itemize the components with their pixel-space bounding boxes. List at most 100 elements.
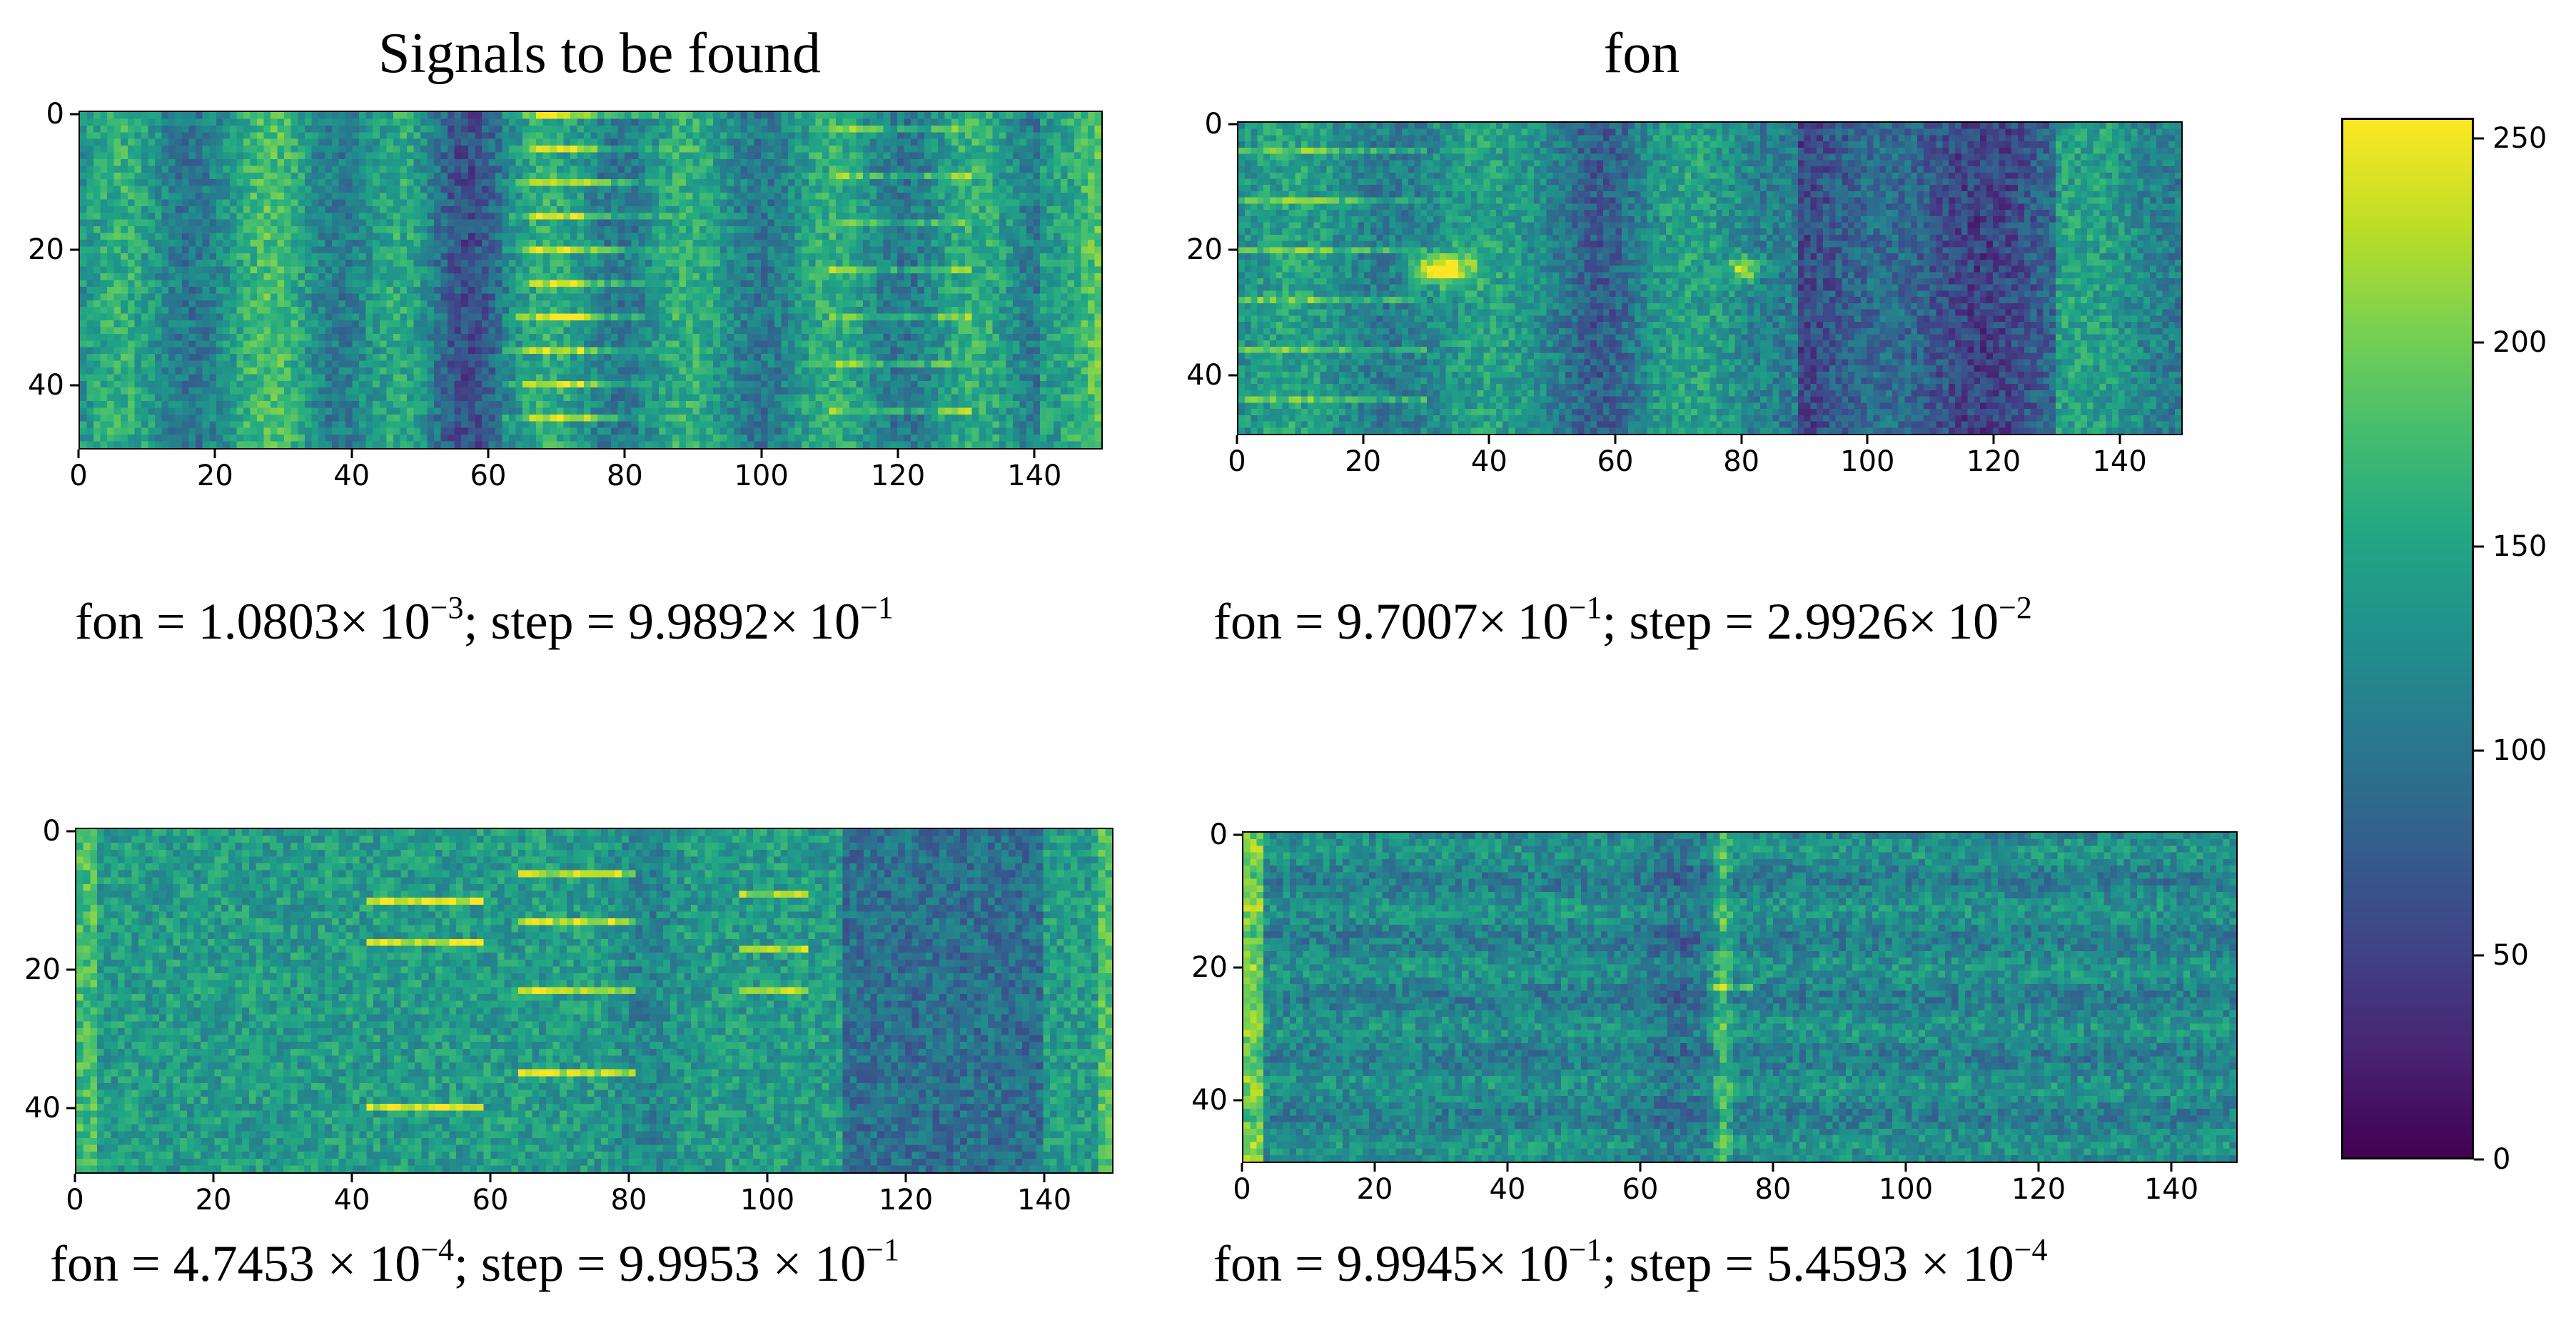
x-tick-mark	[1043, 1174, 1046, 1182]
x-tick-mark	[1373, 1163, 1376, 1172]
y-tick-label: 20	[1191, 950, 1228, 984]
y-tick-mark	[1228, 374, 1237, 377]
y-tick-mark	[70, 113, 79, 116]
y-tick-label: 20	[1186, 233, 1223, 267]
colorbar-tick-label: 0	[2492, 1143, 2511, 1176]
colorbar-gradient	[2343, 120, 2472, 1157]
y-tick-label: 40	[24, 1091, 61, 1125]
x-tick-mark	[627, 1174, 630, 1182]
x-tick-mark	[896, 450, 899, 458]
x-tick-label: 80	[610, 1184, 647, 1217]
x-tick-label: 120	[878, 1184, 934, 1217]
caption-fon-top: fon = 9.7007× 10−1; step = 2.9926× 10−2	[1213, 590, 2032, 650]
y-tick-mark	[1228, 123, 1237, 126]
x-tick-mark	[489, 1174, 492, 1182]
x-tick-mark	[623, 450, 626, 458]
x-tick-mark	[1241, 1163, 1243, 1172]
x-tick-mark	[2118, 435, 2121, 444]
x-tick-mark	[1740, 435, 1743, 444]
x-tick-label: 0	[69, 460, 88, 492]
y-tick-label: 0	[46, 97, 64, 131]
x-tick-label: 0	[66, 1184, 84, 1217]
y-tick-label: 0	[42, 814, 61, 848]
x-tick-mark	[212, 1174, 215, 1182]
heatmap-cells-fon-top	[1238, 123, 2181, 434]
x-tick-mark	[74, 1174, 76, 1182]
y-tick-label: 40	[1191, 1083, 1228, 1117]
x-tick-label: 20	[1345, 445, 1382, 478]
y-tick-mark	[66, 830, 75, 833]
y-tick-label: 20	[28, 233, 64, 266]
x-tick-label: 100	[1878, 1173, 1934, 1206]
colorbar-tick-label: 100	[2492, 734, 2547, 768]
x-tick-mark	[1236, 435, 1238, 444]
x-tick-label: 40	[333, 1184, 370, 1217]
x-tick-mark	[487, 450, 490, 458]
x-tick-mark	[1904, 1163, 1907, 1172]
colorbar-tick-label: 250	[2492, 121, 2547, 155]
x-tick-label: 60	[472, 1184, 509, 1217]
x-tick-mark	[1506, 1163, 1509, 1172]
x-tick-label: 140	[2092, 445, 2147, 478]
x-tick-mark	[1362, 435, 1365, 444]
x-tick-mark	[213, 450, 216, 458]
x-tick-mark	[350, 1174, 353, 1182]
title-fon: fon	[1603, 22, 1680, 85]
x-tick-label: 140	[2143, 1173, 2199, 1206]
x-tick-label: 20	[1356, 1173, 1393, 1206]
x-tick-label: 40	[1470, 445, 1507, 478]
x-tick-label: 60	[1597, 445, 1634, 478]
x-tick-label: 20	[195, 1184, 232, 1217]
y-tick-label: 20	[24, 953, 61, 986]
y-tick-mark	[1228, 248, 1237, 251]
x-tick-label: 140	[1016, 1184, 1072, 1217]
x-tick-label: 120	[870, 460, 926, 492]
y-tick-mark	[66, 968, 75, 971]
x-tick-label: 0	[1233, 1173, 1251, 1206]
x-tick-label: 80	[1754, 1173, 1792, 1206]
x-tick-mark	[77, 450, 80, 458]
colorbar-tick-mark	[2474, 341, 2484, 344]
x-tick-label: 100	[739, 1184, 795, 1217]
colorbar-tick-mark	[2474, 954, 2484, 957]
x-tick-mark	[1639, 1163, 1642, 1172]
x-tick-mark	[1866, 435, 1869, 444]
y-tick-label: 40	[1186, 359, 1223, 392]
colorbar-tick-mark	[2474, 545, 2484, 548]
x-tick-label: 120	[2011, 1173, 2066, 1206]
x-tick-label: 20	[196, 460, 233, 492]
y-tick-mark	[1233, 833, 1242, 836]
colorbar-tick-label: 150	[2492, 530, 2547, 564]
y-tick-mark	[70, 384, 79, 387]
colorbar-tick-label: 50	[2492, 938, 2529, 972]
colorbar	[2341, 118, 2474, 1159]
x-tick-mark	[1033, 450, 1036, 458]
x-tick-label: 60	[470, 460, 507, 492]
x-tick-mark	[760, 450, 763, 458]
caption-signals-top: fon = 1.0803× 10−3; step = 9.9892× 10−1	[75, 590, 894, 650]
x-tick-label: 40	[333, 460, 370, 492]
heatmap-fon-top	[1237, 121, 2183, 435]
y-tick-label: 0	[1204, 108, 1223, 141]
x-tick-label: 0	[1228, 445, 1246, 478]
y-tick-mark	[1233, 1099, 1242, 1102]
colorbar-tick-mark	[2474, 1158, 2484, 1161]
x-tick-mark	[2170, 1163, 2173, 1172]
x-tick-label: 140	[1007, 460, 1062, 492]
x-tick-mark	[350, 450, 353, 458]
caption-fon-bottom: fon = 9.9945× 10−1; step = 5.4593 × 10−4	[1213, 1232, 2048, 1292]
x-tick-label: 100	[1840, 445, 1895, 478]
x-tick-mark	[1487, 435, 1490, 444]
x-tick-mark	[904, 1174, 907, 1182]
x-tick-label: 120	[1966, 445, 2021, 478]
colorbar-tick-mark	[2474, 137, 2484, 140]
caption-signals-bottom: fon = 4.7453 × 10−4; step = 9.9953 × 10−…	[50, 1232, 900, 1292]
y-tick-mark	[70, 248, 79, 251]
y-tick-label: 40	[28, 368, 64, 402]
x-tick-label: 60	[1622, 1173, 1659, 1206]
heatmap-signals-top	[79, 111, 1103, 450]
x-tick-mark	[1614, 435, 1617, 444]
heatmap-cells-signals-top	[80, 112, 1101, 448]
title-signals-to-be-found: Signals to be found	[378, 22, 821, 85]
x-tick-label: 100	[734, 460, 789, 492]
